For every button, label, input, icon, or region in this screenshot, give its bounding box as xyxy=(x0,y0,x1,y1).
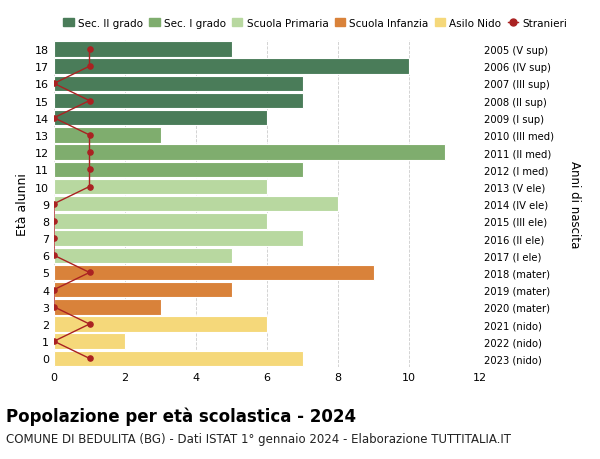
Y-axis label: Età alunni: Età alunni xyxy=(16,173,29,235)
Bar xyxy=(54,299,161,315)
Text: Popolazione per età scolastica - 2024: Popolazione per età scolastica - 2024 xyxy=(6,406,356,425)
Point xyxy=(85,269,94,276)
Point xyxy=(85,149,94,157)
Point xyxy=(49,218,59,225)
Point xyxy=(49,115,59,122)
Bar xyxy=(54,145,445,161)
Bar xyxy=(54,162,302,178)
Bar xyxy=(54,248,232,263)
Bar xyxy=(54,282,232,298)
Bar xyxy=(54,59,409,75)
Bar xyxy=(54,231,302,246)
Point xyxy=(49,338,59,345)
Point xyxy=(49,252,59,259)
Bar xyxy=(54,351,302,366)
Bar xyxy=(54,317,267,332)
Bar xyxy=(54,111,267,126)
Legend: Sec. II grado, Sec. I grado, Scuola Primaria, Scuola Infanzia, Asilo Nido, Stran: Sec. II grado, Sec. I grado, Scuola Prim… xyxy=(59,15,571,33)
Y-axis label: Anni di nascita: Anni di nascita xyxy=(568,161,581,248)
Point xyxy=(85,184,94,191)
Bar xyxy=(54,77,302,92)
Bar xyxy=(54,214,267,229)
Text: COMUNE DI BEDULITA (BG) - Dati ISTAT 1° gennaio 2024 - Elaborazione TUTTITALIA.I: COMUNE DI BEDULITA (BG) - Dati ISTAT 1° … xyxy=(6,432,511,445)
Point xyxy=(85,355,94,362)
Bar xyxy=(54,265,373,280)
Point xyxy=(85,46,94,54)
Point xyxy=(49,80,59,88)
Point xyxy=(85,98,94,105)
Bar xyxy=(54,42,232,57)
Point xyxy=(85,63,94,71)
Point xyxy=(85,132,94,140)
Point xyxy=(85,166,94,174)
Bar xyxy=(54,94,302,109)
Point xyxy=(49,201,59,208)
Bar xyxy=(54,334,125,349)
Bar xyxy=(54,196,338,212)
Point xyxy=(49,235,59,242)
Bar xyxy=(54,128,161,143)
Point xyxy=(49,303,59,311)
Bar xyxy=(54,179,267,195)
Point xyxy=(49,286,59,294)
Point xyxy=(85,321,94,328)
